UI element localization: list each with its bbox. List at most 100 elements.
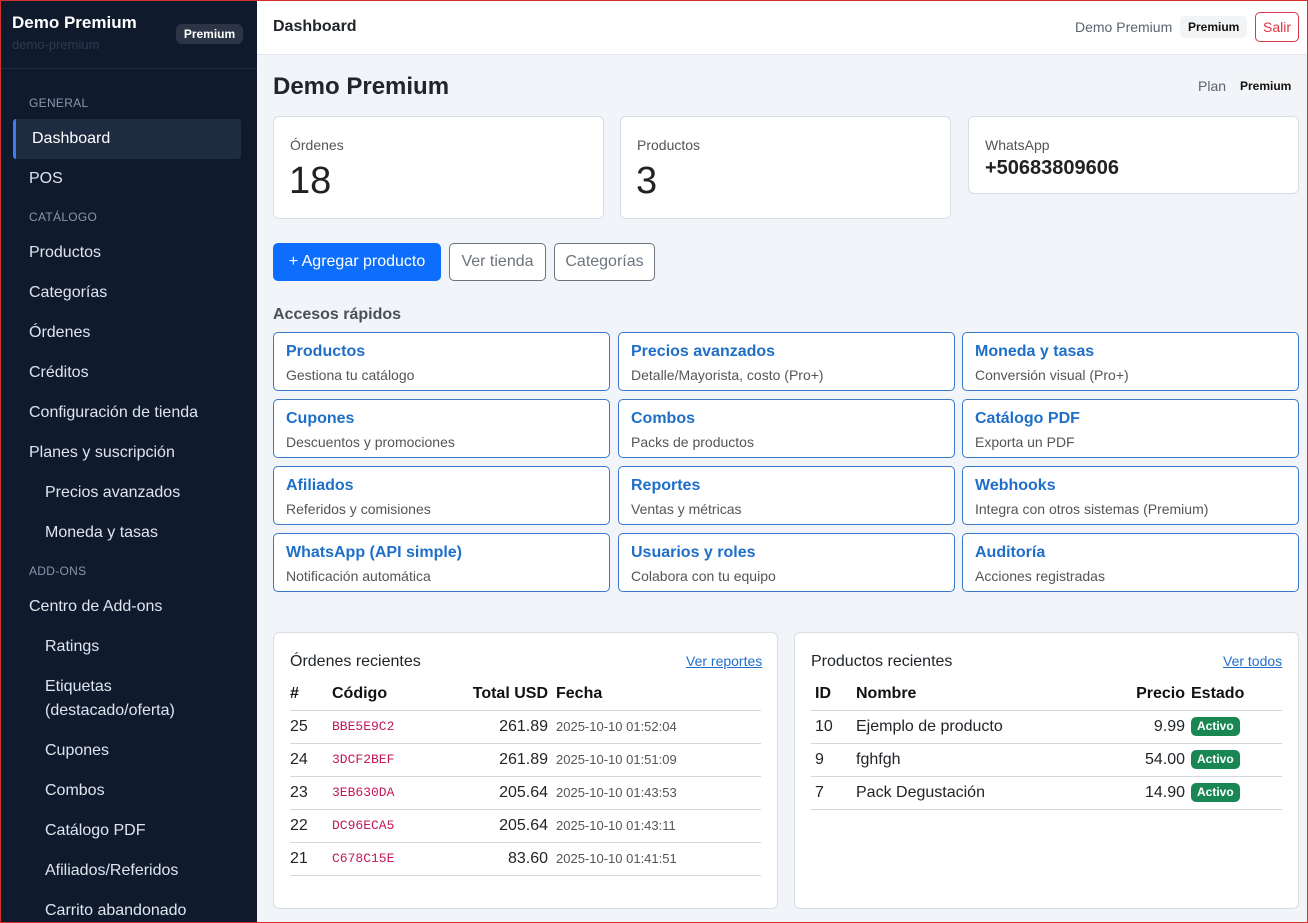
product-price: 9.99 — [1081, 710, 1191, 744]
quick-link-productos[interactable]: Productos Gestiona tu catálogo — [273, 332, 610, 391]
order-id: 22 — [290, 809, 332, 843]
order-code: C678C15E — [332, 842, 432, 876]
sidebar-item-productos[interactable]: Productos — [29, 244, 102, 261]
table-row: 10 Ejemplo de producto 9.99 Activo — [811, 710, 1282, 744]
order-id: 21 — [290, 842, 332, 876]
sidebar-item-dashboard[interactable]: Dashboard — [13, 119, 241, 159]
quick-link-desc: Acciones registradas — [975, 568, 1105, 584]
quick-link-title: Webhooks — [975, 477, 1056, 494]
order-id: 25 — [290, 710, 332, 744]
quick-link-desc: Notificación automática — [286, 568, 431, 584]
quick-link-title: Cupones — [286, 410, 355, 427]
quick-link-afiliados[interactable]: Afiliados Referidos y comisiones — [273, 466, 610, 525]
sidebar-item-ratings[interactable]: Ratings — [45, 638, 100, 655]
col-header: Precio — [1081, 679, 1191, 711]
product-id: 7 — [811, 776, 856, 810]
sidebar-item-cupones[interactable]: Cupones — [45, 742, 110, 759]
recent-products-panel: Productos recientes Ver todos ID Nombre … — [794, 632, 1299, 909]
sidebar-item-centro-addons[interactable]: Centro de Add-ons — [29, 598, 163, 615]
section-addons: ADD-ONS — [29, 564, 87, 578]
stat-label: Productos — [637, 137, 701, 153]
sidebar-item-creditos[interactable]: Créditos — [29, 364, 89, 381]
col-header: ID — [811, 679, 856, 711]
order-total: 205.64 — [432, 776, 556, 810]
topbar: Dashboard Demo Premium Premium Salir — [257, 0, 1308, 55]
col-header: # — [290, 679, 332, 711]
panel-title: Productos recientes — [811, 653, 953, 670]
sidebar-item-categorias[interactable]: Categorías — [29, 284, 108, 301]
stat-card-whatsapp: WhatsApp +50683809606 — [968, 116, 1299, 194]
add-product-button[interactable]: + Agregar producto — [273, 243, 441, 281]
sidebar-item-precios-avanzados[interactable]: Precios avanzados — [45, 484, 181, 501]
quick-link-cupones[interactable]: Cupones Descuentos y promociones — [273, 399, 610, 458]
quick-link-precios-avanzados[interactable]: Precios avanzados Detalle/Mayorista, cos… — [618, 332, 955, 391]
quick-link-desc: Gestiona tu catálogo — [286, 367, 415, 383]
quick-link-desc: Colabora con tu equipo — [631, 568, 776, 584]
order-date: 2025-10-10 01:43:53 — [556, 776, 761, 810]
sidebar-item-etiquetas[interactable]: Etiquetas (destacado/oferta) — [45, 678, 175, 719]
quick-link-catalogo-pdf[interactable]: Catálogo PDF Exporta un PDF — [962, 399, 1299, 458]
quick-link-combos[interactable]: Combos Packs de productos — [618, 399, 955, 458]
quick-link-title: Productos — [286, 343, 366, 360]
quick-access-title: Accesos rápidos — [273, 306, 402, 323]
quick-link-title: Catálogo PDF — [975, 410, 1080, 427]
quick-link-usuarios-roles[interactable]: Usuarios y roles Colabora con tu equipo — [618, 533, 955, 592]
table-row: 9 fghfgh 54.00 Activo — [811, 743, 1282, 777]
quick-link-title: Afiliados — [286, 477, 354, 494]
quick-link-title: Moneda y tasas — [975, 343, 1095, 360]
col-header: Código — [332, 679, 432, 711]
brand-subtitle: demo-premium — [12, 37, 100, 52]
order-code: BBE5E9C2 — [332, 710, 432, 744]
sidebar-item-carrito-abandonado[interactable]: Carrito abandonado — [45, 902, 187, 919]
quick-link-title: Combos — [631, 410, 695, 427]
view-reports-link[interactable]: Ver reportes — [686, 653, 763, 669]
sidebar-item-pos[interactable]: POS — [29, 170, 63, 187]
section-general: GENERAL — [29, 96, 89, 110]
view-all-link[interactable]: Ver todos — [1223, 653, 1283, 669]
logout-button[interactable]: Salir — [1255, 12, 1299, 42]
order-code: DC96ECA5 — [332, 809, 432, 843]
col-header: Fecha — [556, 679, 761, 711]
stat-label: Órdenes — [290, 137, 344, 153]
sidebar-item-ordenes[interactable]: Órdenes — [29, 324, 91, 341]
table-header-row: # Código Total USD Fecha — [290, 679, 761, 711]
plan-value-badge: Premium — [1233, 76, 1299, 96]
brand: Demo Premium demo-premium Premium — [0, 0, 257, 69]
quick-link-desc: Referidos y comisiones — [286, 501, 431, 517]
quick-link-auditoria[interactable]: Auditoría Acciones registradas — [962, 533, 1299, 592]
products-table: ID Nombre Precio Estado 10 Ejemplo de pr… — [811, 679, 1282, 810]
quick-link-title: Usuarios y roles — [631, 544, 756, 561]
stat-label: WhatsApp — [985, 137, 1050, 153]
status-cell: Activo — [1191, 710, 1282, 744]
product-id: 9 — [811, 743, 856, 777]
status-badge: Activo — [1191, 750, 1240, 769]
quick-link-whatsapp[interactable]: WhatsApp (API simple) Notificación autom… — [273, 533, 610, 592]
quick-link-reportes[interactable]: Reportes Ventas y métricas — [618, 466, 955, 525]
quick-link-desc: Detalle/Mayorista, costo (Pro+) — [631, 367, 824, 383]
table-row: 7 Pack Degustación 14.90 Activo — [811, 776, 1282, 810]
product-name: fghfgh — [856, 743, 1081, 777]
order-code: 3EB630DA — [332, 776, 432, 810]
table-row: 23 3EB630DA 205.64 2025-10-10 01:43:53 — [290, 776, 761, 810]
order-date: 2025-10-10 01:41:51 — [556, 842, 761, 876]
sidebar-item-planes[interactable]: Planes y suscripción — [29, 444, 175, 461]
view-store-button[interactable]: Ver tienda — [449, 243, 546, 281]
quick-link-moneda-tasas[interactable]: Moneda y tasas Conversión visual (Pro+) — [962, 332, 1299, 391]
col-header: Total USD — [432, 679, 556, 711]
sidebar-item-configuracion[interactable]: Configuración de tienda — [29, 404, 199, 421]
stat-card-ordenes: Órdenes 18 — [273, 116, 604, 219]
stat-value: 18 — [289, 160, 332, 202]
sidebar-item-afiliados[interactable]: Afiliados/Referidos — [45, 862, 179, 879]
col-header: Estado — [1191, 679, 1282, 711]
order-id: 23 — [290, 776, 332, 810]
sidebar-item-moneda-tasas[interactable]: Moneda y tasas — [45, 524, 158, 541]
recent-orders-panel: Órdenes recientes Ver reportes # Código … — [273, 632, 778, 909]
quick-link-webhooks[interactable]: Webhooks Integra con otros sistemas (Pre… — [962, 466, 1299, 525]
status-cell: Activo — [1191, 776, 1282, 810]
categories-button[interactable]: Categorías — [554, 243, 655, 281]
top-plan-badge: Premium — [1180, 16, 1248, 38]
status-badge: Activo — [1191, 783, 1240, 802]
table-row: 22 DC96ECA5 205.64 2025-10-10 01:43:11 — [290, 809, 761, 843]
sidebar-item-catalogo-pdf[interactable]: Catálogo PDF — [45, 822, 146, 839]
sidebar-item-combos[interactable]: Combos — [45, 782, 105, 799]
